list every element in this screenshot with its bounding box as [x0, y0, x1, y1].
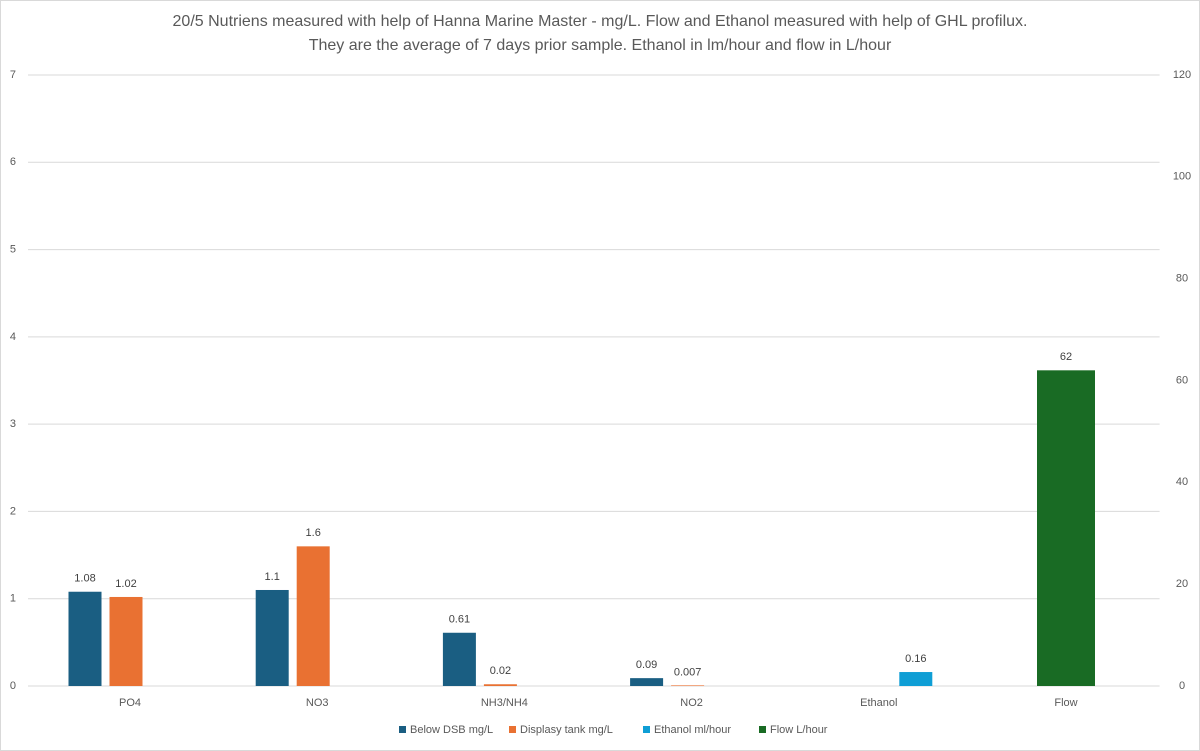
- y-tick-label: 2: [10, 505, 16, 517]
- bar: [296, 546, 330, 686]
- y-tick-label: 5: [10, 243, 16, 255]
- y-tick-label: 6: [10, 156, 16, 168]
- y-tick-label: 4: [10, 331, 16, 343]
- legend-label: Displasy tank mg/L: [520, 724, 613, 736]
- bar: [630, 678, 664, 686]
- y2-tick-label: 0: [1179, 680, 1185, 692]
- legend-label: Below DSB mg/L: [410, 724, 493, 736]
- bar: [442, 632, 476, 686]
- y2-tick-label: 80: [1176, 273, 1188, 285]
- y-tick-label: 1: [10, 593, 16, 605]
- bar: [68, 591, 102, 686]
- y-tick-label: 0: [10, 680, 16, 692]
- bar: [109, 596, 143, 686]
- data-label: 1.1: [265, 571, 280, 583]
- data-label: 1.02: [115, 578, 136, 590]
- chart-title: 20/5 Nutriens measured with help of Hann…: [173, 13, 1028, 30]
- data-label: 0.007: [674, 666, 702, 678]
- y2-tick-label: 20: [1176, 578, 1188, 590]
- x-tick-label: NH3/NH4: [481, 697, 528, 709]
- bar: [1037, 370, 1095, 686]
- bar: [483, 684, 517, 686]
- data-label: 62: [1060, 351, 1072, 363]
- data-label: 0.02: [490, 665, 511, 677]
- data-label: 0.16: [905, 653, 926, 665]
- x-tick-label: Ethanol: [860, 697, 897, 709]
- y2-tick-label: 40: [1176, 476, 1188, 488]
- legend-swatch: [509, 726, 516, 733]
- bar: [671, 685, 705, 686]
- data-label: 0.09: [636, 659, 657, 671]
- x-tick-label: NO2: [680, 697, 703, 709]
- data-label: 1.08: [74, 573, 95, 585]
- chart-title: They are the average of 7 days prior sam…: [309, 37, 892, 54]
- y2-tick-label: 120: [1173, 69, 1191, 81]
- legend-swatch: [759, 726, 766, 733]
- legend-label: Flow L/hour: [770, 724, 828, 736]
- bar: [255, 589, 289, 686]
- legend-swatch: [643, 726, 650, 733]
- x-tick-label: NO3: [306, 697, 329, 709]
- y-tick-label: 7: [10, 69, 16, 81]
- y2-tick-label: 60: [1176, 374, 1188, 386]
- data-label: 1.6: [306, 527, 321, 539]
- y2-tick-label: 100: [1173, 171, 1191, 183]
- bar: [899, 672, 933, 686]
- x-tick-label: Flow: [1054, 697, 1077, 709]
- data-label: 0.61: [449, 614, 470, 626]
- y-tick-label: 3: [10, 418, 16, 430]
- legend-label: Ethanol ml/hour: [654, 724, 731, 736]
- legend-swatch: [399, 726, 406, 733]
- x-tick-label: PO4: [119, 697, 141, 709]
